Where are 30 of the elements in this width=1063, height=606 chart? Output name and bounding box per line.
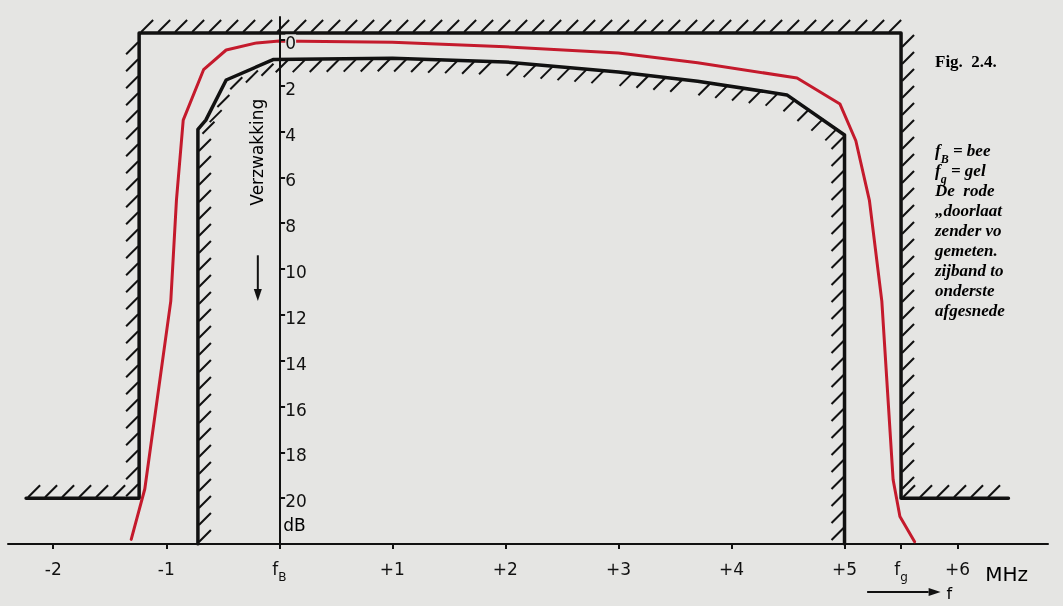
x-tick-label: -1 [157, 558, 175, 579]
x-tick-label: +1 [379, 558, 405, 579]
y-tick-label: 14 [285, 353, 307, 374]
y-tick-label: 2 [285, 78, 297, 99]
x-axis-title: MHz [985, 562, 1028, 586]
x-tick-label: -2 [44, 558, 62, 579]
y-tick-label: 12 [285, 307, 307, 328]
y-tick-label: 8 [285, 216, 297, 237]
x-tick-label: +3 [605, 558, 631, 579]
annotation: gemeten. [934, 240, 998, 260]
y-tick-label: 4 [285, 124, 297, 145]
annotation: zender vo [934, 220, 1002, 240]
annotation: Fig. 2.4. [935, 51, 997, 71]
annotation: onderste [935, 280, 995, 300]
y-tick-label: 6 [285, 170, 297, 191]
x-tick-label: +5 [831, 558, 858, 579]
x-tick-label: +6 [945, 558, 971, 579]
y-axis-title: Verzwakking [247, 98, 268, 206]
annotation: afgesnede [935, 300, 1006, 320]
annotation: „doorlaat [935, 200, 1004, 220]
y-tick-label: 16 [285, 399, 307, 420]
text: f [946, 583, 953, 603]
y-tick-label: 0 [285, 32, 297, 53]
y-tick-label: 10 [285, 262, 307, 283]
annotation: zijband to [934, 260, 1004, 280]
annotation: dB [283, 515, 306, 536]
x-tick-label: +4 [718, 558, 745, 579]
y-tick-label: 18 [285, 445, 307, 466]
y-tick-label: 20 [285, 491, 307, 512]
x-tick-label: +2 [492, 558, 518, 579]
